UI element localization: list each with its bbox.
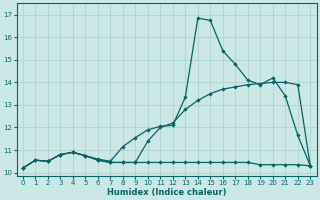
X-axis label: Humidex (Indice chaleur): Humidex (Indice chaleur) — [107, 188, 226, 197]
